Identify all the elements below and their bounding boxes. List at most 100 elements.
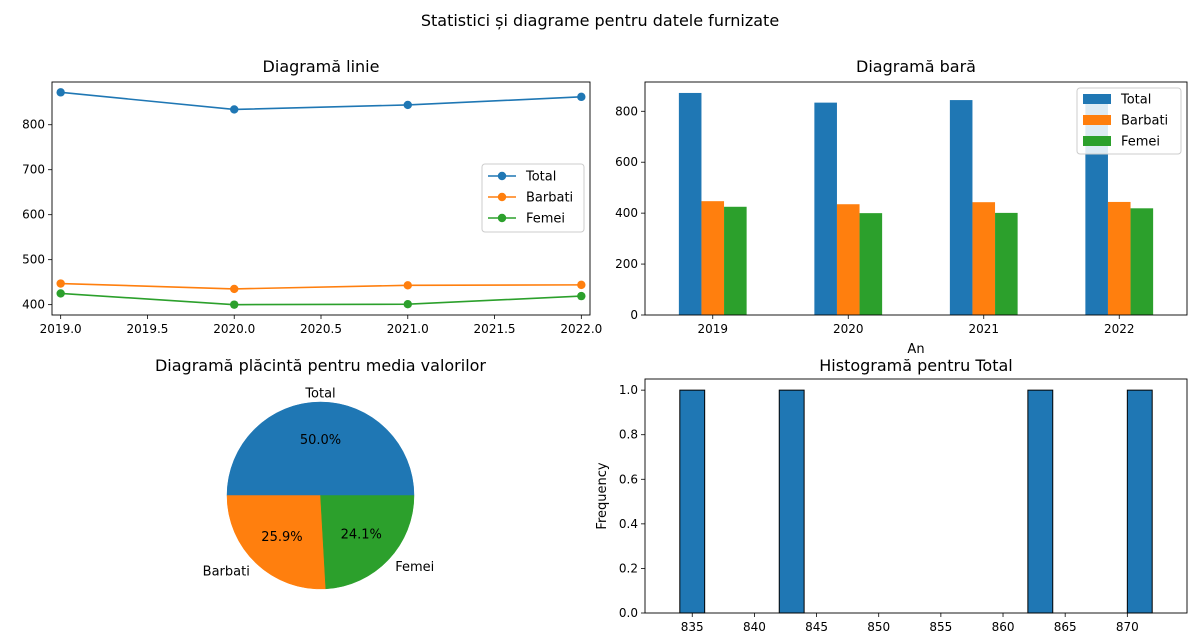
histogram-xtick-label: 840	[743, 620, 766, 634]
line-series-total	[60, 91, 582, 111]
line-point-total	[56, 88, 65, 97]
histogram-chart: Histogramă pentru Total 0.0 0.2 0.4 0.6 0.8 1.…	[595, 356, 1188, 634]
histogram-xtick-label: 850	[867, 620, 890, 634]
line-chart-xtick-label: 2019.0	[40, 322, 82, 336]
line-point-barbati	[577, 280, 586, 290]
pie-slice-label: Femei	[395, 560, 434, 575]
pie-slice-total	[226, 401, 415, 496]
bar-chart-xtick-label: 2021	[968, 322, 999, 336]
histogram-title: Histogramă pentru Total	[819, 356, 1012, 375]
bar-chart-xtick-label: 2019	[697, 322, 728, 336]
line-chart-xtick-label: 2020.5	[300, 322, 342, 336]
line-legend-marker	[497, 213, 507, 223]
pie-slice-femei	[320, 495, 415, 590]
line-point-total	[403, 100, 412, 110]
pie-slice-label: Total	[304, 387, 335, 402]
bar-legend-label: Total	[1120, 93, 1151, 108]
histogram-xtick-label: 870	[1116, 620, 1139, 634]
bar-legend-swatch	[1083, 115, 1111, 125]
bar-chart-frame	[644, 81, 1188, 316]
pie-slice-barbati	[226, 495, 327, 590]
bar-legend-label: Barbati	[1121, 114, 1168, 129]
bar-chart-xtick-label: 2020	[833, 322, 864, 336]
bar-chart-xtick-label: 2022	[1104, 322, 1135, 336]
line-chart-ytick-label: 800	[22, 118, 45, 132]
bar-femei	[724, 206, 747, 315]
line-chart: Diagramă linie 400 500 600 700 800 2019.0 2019.…	[22, 57, 602, 336]
bar-barbati	[1107, 201, 1131, 315]
bar-chart-ytick-label: 200	[615, 257, 638, 271]
bar-barbati	[972, 202, 996, 315]
bar-chart-ytick-label: 800	[615, 104, 638, 118]
line-point-femei	[403, 300, 412, 309]
bar-legend-label: Femei	[1121, 135, 1160, 150]
histogram-bar	[778, 389, 805, 614]
bar-femei	[995, 212, 1018, 315]
bar-barbati	[836, 204, 860, 315]
line-point-total	[577, 92, 586, 102]
bar-chart-xlabel: An	[907, 342, 924, 357]
line-series-femei	[60, 292, 582, 306]
line-chart-ytick-label: 700	[22, 163, 45, 177]
pie-chart-title: Diagramă plăcintă pentru media valorilor	[155, 356, 486, 375]
bar-chart: Diagramă bară 0 200 400 600 800 2019 2020 2021 20…	[615, 57, 1188, 357]
figure-title: Statistici și diagrame pentru datele fur…	[421, 11, 779, 30]
line-legend-label: Femei	[526, 212, 565, 227]
pie-pct-label: 24.1%	[341, 528, 382, 543]
bar-total	[678, 92, 702, 315]
line-series-barbati	[60, 282, 582, 290]
histogram-xtick-label: 835	[681, 620, 704, 634]
histogram-ytick-label: 1.0	[619, 383, 638, 397]
line-point-femei	[230, 300, 239, 309]
bar-chart-ytick-label: 0	[630, 308, 638, 322]
line-chart-xtick-label: 2019.5	[126, 322, 168, 336]
line-chart-ytick-label: 500	[22, 253, 45, 267]
pie-pct-label: 25.9%	[261, 530, 302, 545]
histogram-ylabel: Frequency	[595, 462, 610, 529]
line-legend-marker	[497, 171, 507, 181]
line-legend-marker	[497, 192, 507, 202]
line-point-total	[230, 105, 239, 114]
line-chart-ytick-label: 600	[22, 208, 45, 222]
bar-chart-ytick-label: 600	[615, 155, 638, 169]
line-chart-xtick-label: 2022.0	[560, 322, 602, 336]
pie-slice-label: Barbati	[203, 564, 250, 579]
histogram-ytick-label: 0.6	[619, 472, 638, 486]
histogram-ytick-label: 0.4	[619, 517, 638, 531]
bar-femei	[1130, 208, 1154, 315]
line-chart-xtick-label: 2020.0	[213, 322, 255, 336]
line-point-femei	[56, 289, 65, 298]
histogram-frame	[644, 378, 1188, 614]
bar-femei	[859, 213, 883, 315]
pie-chart: Diagramă plăcintă pentru media valorilor…	[155, 356, 486, 590]
histogram-ytick-label: 0.8	[619, 428, 638, 442]
bar-total	[949, 100, 973, 316]
histogram-bar	[1126, 389, 1153, 614]
histogram-bar	[679, 389, 706, 614]
bar-total	[814, 102, 837, 316]
bar-chart-title: Diagramă bară	[856, 57, 976, 76]
bar-barbati	[701, 201, 725, 315]
line-chart-xtick-label: 2021.5	[474, 322, 516, 336]
histogram-ytick-label: 0.0	[619, 606, 638, 620]
histogram-xtick-label: 860	[992, 620, 1015, 634]
histogram-xtick-label: 865	[1054, 620, 1077, 634]
bar-legend-swatch	[1083, 136, 1111, 146]
line-legend-label: Total	[525, 170, 556, 185]
pie-pct-label: 50.0%	[300, 433, 341, 448]
bar-chart-ytick-label: 400	[615, 206, 638, 220]
histogram-bar	[1027, 389, 1054, 614]
histogram-xtick-label: 845	[805, 620, 828, 634]
bar-legend-swatch	[1083, 94, 1111, 104]
line-legend-box	[481, 163, 585, 233]
line-point-barbati	[56, 279, 65, 288]
histogram-ytick-label: 0.2	[619, 561, 638, 575]
line-legend-label: Barbati	[526, 191, 573, 206]
line-point-femei	[577, 291, 586, 301]
line-point-barbati	[230, 284, 239, 294]
histogram-xtick-label: 855	[929, 620, 952, 634]
line-chart-ytick-label: 400	[22, 298, 45, 312]
line-chart-xtick-label: 2021.0	[387, 322, 429, 336]
line-point-barbati	[403, 281, 412, 290]
